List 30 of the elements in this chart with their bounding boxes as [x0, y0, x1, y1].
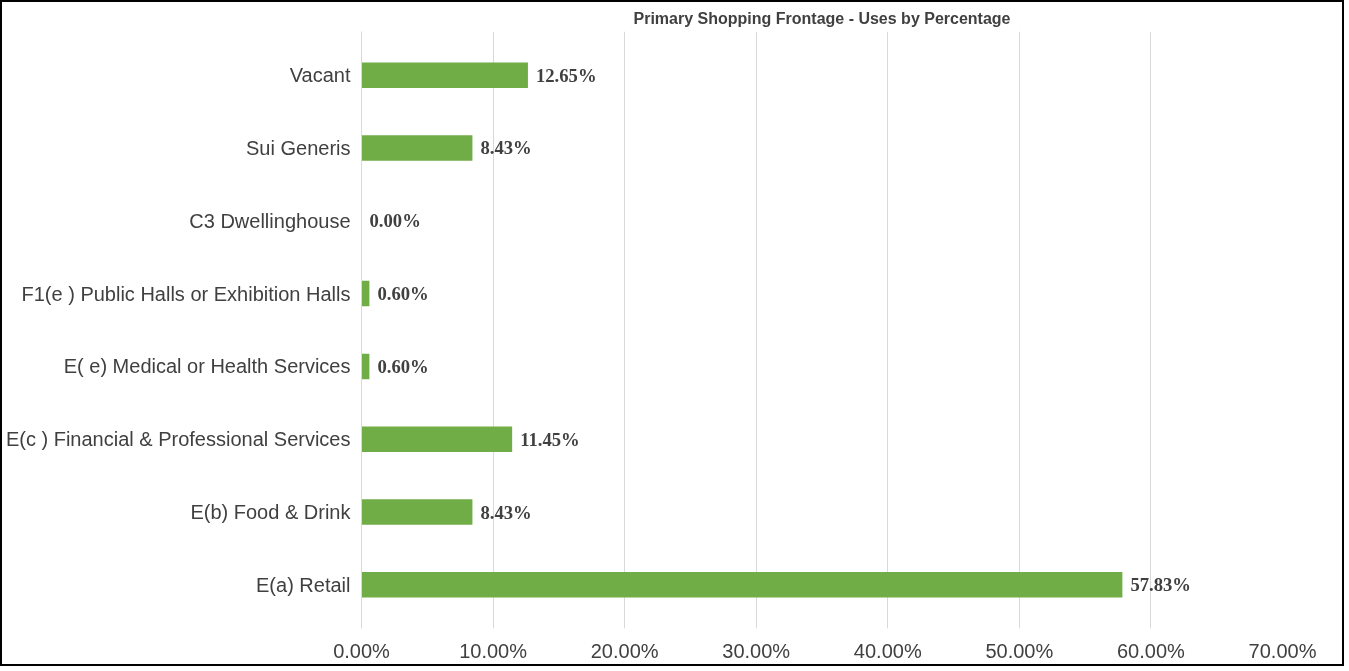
bar	[361, 135, 473, 161]
y-tick-label: E( e) Medical or Health Services	[63, 355, 351, 378]
data-label: 12.65%	[535, 64, 597, 86]
y-tick-label: E(b) Food & Drink	[190, 501, 352, 524]
bar	[361, 426, 513, 452]
x-tick-label: 30.00%	[722, 639, 791, 662]
y-tick-label: E(a) Retail	[256, 573, 351, 596]
bar	[361, 62, 528, 88]
x-tick-label: 20.00%	[590, 639, 659, 662]
chart-title: Primary Shopping Frontage - Uses by Percentage	[633, 9, 1011, 27]
x-tick-label: 60.00%	[1117, 639, 1186, 662]
data-label: 0.60%	[377, 283, 429, 305]
bar	[361, 572, 1123, 598]
y-tick-label: E(c ) Financial & Professional Services	[5, 428, 351, 451]
y-tick-label: Vacant	[289, 64, 351, 87]
x-tick-label: 10.00%	[459, 639, 528, 662]
data-label: 0.60%	[377, 355, 429, 377]
data-label: 57.83%	[1130, 574, 1192, 596]
x-tick-label: 70.00%	[1248, 639, 1317, 662]
data-label: 8.43%	[480, 137, 532, 159]
data-label: 0.00%	[369, 210, 421, 232]
y-tick-label: F1(e ) Public Halls or Exhibition Halls	[21, 282, 351, 305]
x-tick-label: 50.00%	[985, 639, 1054, 662]
y-tick-label: C3 Dwellinghouse	[189, 209, 351, 232]
y-tick-label: Sui Generis	[246, 136, 351, 159]
x-tick-label: 40.00%	[853, 639, 922, 662]
data-label: 11.45%	[520, 428, 580, 450]
bar	[361, 499, 473, 525]
x-tick-label: 0.00%	[333, 639, 391, 662]
data-label: 8.43%	[480, 501, 532, 523]
